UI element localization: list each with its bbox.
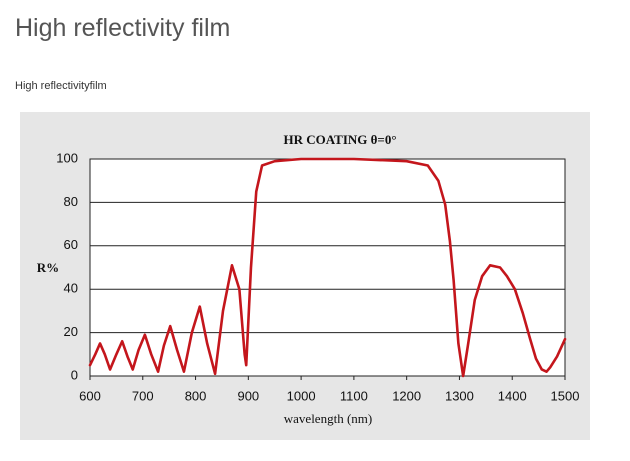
x-tick-label: 1100 — [340, 388, 368, 403]
x-tick-label: 800 — [185, 388, 207, 403]
page-subtitle: High reflectivityfilm — [15, 80, 107, 92]
data-line — [88, 157, 567, 378]
x-tick-label: 1300 — [445, 388, 474, 403]
x-tick-label: 600 — [79, 388, 101, 403]
x-tick-label: 1400 — [498, 388, 527, 403]
y-tick-label: 0 — [71, 367, 78, 382]
y-axis-label: R% — [37, 260, 59, 275]
x-tick-label: 900 — [237, 388, 259, 403]
x-axis-label: wavelength (nm) — [284, 411, 372, 426]
plot-area — [89, 158, 566, 377]
y-tick-label: 60 — [64, 237, 78, 252]
x-tick-label: 700 — [132, 388, 154, 403]
page-title: High reflectivity film — [15, 14, 231, 42]
x-tick-label: 1000 — [287, 388, 316, 403]
y-tick-label: 20 — [64, 324, 78, 339]
y-tick-label: 100 — [56, 150, 78, 165]
x-tick-label: 1200 — [392, 388, 421, 403]
y-tick-label: 40 — [64, 281, 78, 296]
chart-title: HR COATING θ=0° — [283, 132, 396, 147]
x-tick-label: 1500 — [551, 388, 580, 403]
y-tick-label: 80 — [64, 194, 78, 209]
